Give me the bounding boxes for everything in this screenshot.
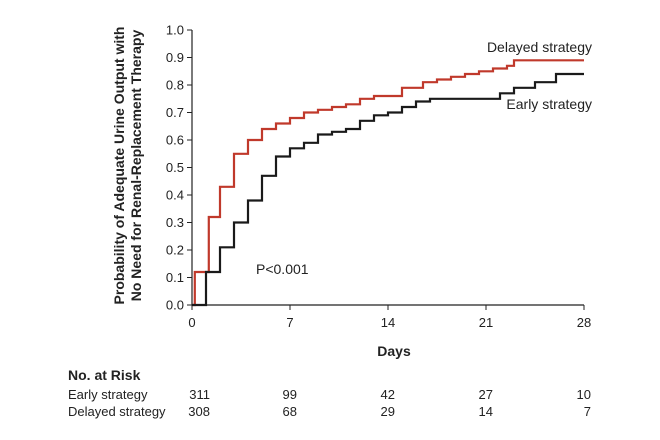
y-tick-label: 0.0 [166,298,184,313]
y-axis-title-line: No Need for Renal-Replacement Therapy [128,30,144,302]
y-tick-label: 0.4 [166,188,184,203]
chart-axes: 0.0 0.1 0.2 0.3 0.4 0.5 0.6 0.7 0.8 0.9 1.0 0 7 14 21 2… [166,23,591,331]
y-tick-label: 0.6 [166,133,184,148]
series-line-early-strategy [192,72,584,307]
x-tick-label: 21 [479,315,493,330]
risk-row-label: Delayed strategy [68,404,166,419]
x-tick-label: 0 [188,315,195,330]
risk-cell: 27 [479,387,493,402]
risk-row-label: Early strategy [68,387,148,402]
risk-cell: 10 [577,387,591,402]
series-layer [192,59,584,307]
risk-cell: 68 [283,404,297,419]
y-axis-title: Probability of Adequate Urine Output wit… [111,27,144,305]
series-line-delayed-strategy [192,59,584,307]
y-tick-label: 0.9 [166,50,184,65]
x-axis-title: Days [377,343,411,359]
y-tick-label: 1.0 [166,23,184,38]
p-value-annotation: P<0.001 [256,261,309,277]
y-tick-label: 0.2 [166,243,184,258]
risk-cell: 7 [584,404,591,419]
x-tick-label: 14 [381,315,395,330]
risk-cell: 311 [189,387,210,402]
series-label-delayed-strategy: Delayed strategy [487,39,592,55]
y-tick-label: 0.8 [166,78,184,93]
risk-cell: 14 [479,404,493,419]
risk-table: No. at Risk Early strategy 311 99 42 27 10 Dela… [68,367,591,419]
x-tick-label: 7 [286,315,293,330]
risk-cell: 42 [381,387,395,402]
risk-cell: 29 [381,404,395,419]
x-tick-label: 28 [577,315,591,330]
labels-layer: Days Probability of Adequate Urine Output… [111,27,592,359]
y-tick-label: 0.1 [166,270,184,285]
risk-cell: 99 [283,387,297,402]
y-tick-label: 0.3 [166,215,184,230]
risk-table-title: No. at Risk [68,367,141,383]
y-tick-label: 0.7 [166,105,184,120]
series-label-early-strategy: Early strategy [506,96,592,112]
y-axis-title-line: Probability of Adequate Urine Output wit… [111,27,127,305]
y-tick-label: 0.5 [166,160,184,175]
risk-cell: 308 [188,404,210,419]
